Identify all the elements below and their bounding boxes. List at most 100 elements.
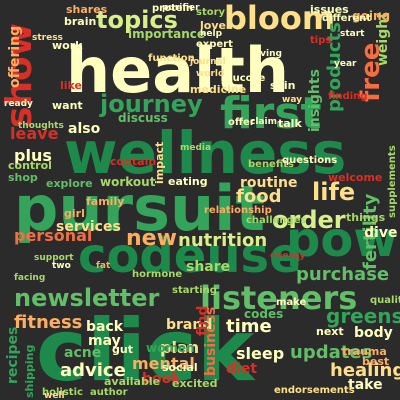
word: want: [52, 99, 83, 112]
word: services: [56, 219, 121, 235]
word: author: [90, 387, 128, 398]
word: challenges: [246, 215, 307, 226]
word: workout: [100, 175, 156, 189]
word: things: [346, 211, 386, 224]
word: pursuit: [14, 172, 266, 245]
word: plan: [160, 338, 200, 357]
word: two: [52, 261, 71, 271]
word: codes: [244, 307, 284, 321]
word: best: [362, 355, 390, 368]
word: claim: [250, 117, 277, 127]
word: way: [282, 95, 302, 105]
word: dive: [364, 225, 398, 241]
word: greens: [326, 304, 400, 328]
word: stress: [32, 33, 63, 43]
word: tips: [310, 35, 332, 46]
word: starting: [172, 285, 217, 296]
word: eating: [168, 175, 208, 188]
word: updates: [290, 342, 373, 363]
word: trauma: [342, 345, 387, 358]
word: shop: [8, 171, 38, 184]
word: journey: [100, 90, 203, 118]
word: talk: [278, 117, 302, 130]
word: love: [200, 19, 226, 32]
word: insights: [307, 69, 323, 132]
word: world: [196, 69, 225, 79]
word: find: [195, 305, 211, 336]
word: pow: [286, 212, 398, 268]
word: contain: [110, 155, 157, 168]
word: fat: [96, 261, 111, 271]
word: start: [340, 29, 365, 39]
word: available: [104, 375, 161, 388]
word: offering: [7, 25, 23, 88]
word: finding: [328, 91, 368, 102]
word: also: [68, 121, 101, 137]
word: make: [276, 297, 307, 308]
word: back: [86, 319, 124, 335]
word: sleep: [236, 344, 285, 363]
word: gut: [112, 343, 133, 356]
word: food: [236, 186, 282, 207]
word: advice: [60, 360, 126, 381]
word: diet: [226, 361, 258, 377]
word: nutrition: [178, 230, 268, 251]
word: skin: [270, 79, 296, 92]
word: topics: [96, 6, 178, 34]
word: questions: [282, 155, 338, 166]
word: facing: [14, 273, 46, 283]
word: energy: [270, 251, 306, 261]
word: shipping: [23, 344, 36, 398]
word: brain: [64, 15, 97, 28]
word: share: [186, 259, 231, 275]
word: life: [312, 178, 356, 206]
word: newsletter: [14, 284, 160, 312]
word: function: [148, 53, 195, 64]
word: brand: [166, 317, 213, 333]
word: click: [36, 301, 255, 400]
word: media: [180, 143, 212, 153]
word: issues: [310, 3, 349, 16]
word: book: [142, 371, 181, 387]
word: welcome: [328, 171, 383, 184]
word: endorsements: [274, 385, 355, 396]
word: glucose: [222, 73, 266, 84]
word: acne: [64, 345, 102, 361]
word: wellness: [64, 119, 347, 187]
word: healing: [330, 360, 400, 381]
word: year: [334, 59, 357, 69]
word: journal: [190, 57, 226, 67]
word: importance: [128, 27, 205, 41]
word: time: [226, 316, 272, 337]
word: next: [316, 325, 344, 338]
word: relationship: [204, 205, 272, 216]
word: medicine: [190, 83, 247, 96]
word: first: [220, 88, 322, 139]
word: mental: [132, 354, 195, 373]
word: new: [126, 226, 177, 251]
word: explore: [46, 177, 93, 190]
word: excited: [172, 377, 218, 390]
word: offer: [228, 117, 255, 128]
word: benefits: [248, 159, 294, 170]
word: protein: [152, 3, 194, 14]
word: order: [272, 206, 346, 234]
word: take: [348, 377, 383, 393]
word: purchase: [296, 264, 390, 285]
word: living: [254, 49, 282, 59]
word: story: [196, 7, 226, 18]
word: support: [34, 253, 74, 263]
word: bloom: [224, 0, 336, 37]
word: like: [60, 79, 83, 92]
word: ready: [4, 99, 33, 109]
word: plus: [14, 146, 52, 165]
word: purifier: [162, 3, 200, 13]
word: women: [146, 341, 195, 355]
word: expert: [196, 39, 233, 50]
word: social: [162, 361, 198, 374]
word: listeners: [200, 279, 358, 317]
word: supplements: [387, 145, 398, 218]
word: routine: [240, 175, 298, 191]
word: body: [354, 325, 393, 341]
